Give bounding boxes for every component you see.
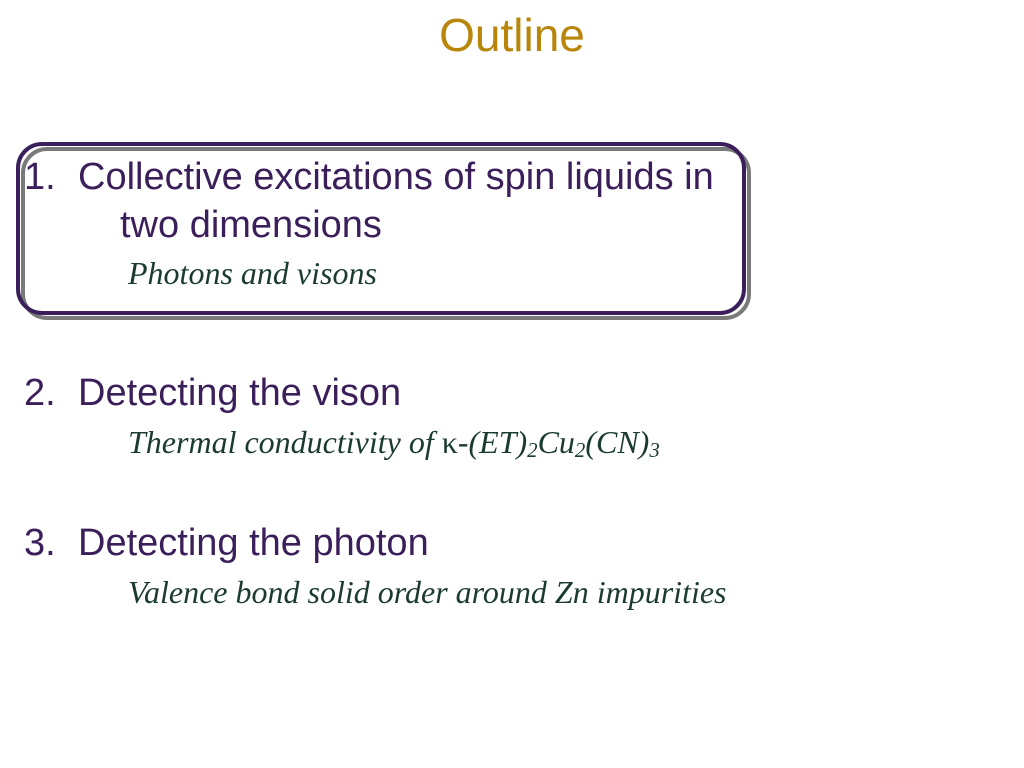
item-1-line1: Collective excitations of spin liquids i… bbox=[78, 156, 714, 198]
item-1-sub: Photons and visons bbox=[24, 255, 714, 292]
item-2-sub: Thermal conductivity of κ-(ET)2Cu2(CN)3 bbox=[24, 424, 660, 463]
outline-item-3: 3.Detecting the photon Valence bond soli… bbox=[24, 520, 727, 611]
slide: Outline 1.Collective excitations of spin… bbox=[0, 0, 1024, 768]
outline-item-2: 2.Detecting the vison Thermal conductivi… bbox=[24, 370, 660, 463]
item-3-sub: Valence bond solid order around Zn impur… bbox=[24, 574, 727, 611]
item-2-heading: 2.Detecting the vison bbox=[24, 370, 660, 418]
item-2-number: 2. bbox=[24, 370, 78, 418]
item-3-heading: 3.Detecting the photon bbox=[24, 520, 727, 568]
item-1-heading: 1.Collective excitations of spin liquids… bbox=[24, 154, 714, 249]
item-1-number: 1. bbox=[24, 154, 78, 202]
slide-title: Outline bbox=[0, 8, 1024, 62]
item-3-line1: Detecting the photon bbox=[78, 522, 429, 564]
formula-et: (ET) bbox=[469, 424, 528, 460]
item-2-line1: Detecting the vison bbox=[78, 372, 401, 414]
formula-s1: 2 bbox=[527, 439, 537, 462]
item-2-sub-prefix: Thermal conductivity of bbox=[128, 424, 442, 460]
outline-item-1: 1.Collective excitations of spin liquids… bbox=[24, 154, 714, 292]
formula-cn: (CN) bbox=[585, 424, 649, 460]
kappa: κ bbox=[442, 424, 458, 460]
item-1-line2: two dimensions bbox=[120, 204, 382, 246]
formula-dash: - bbox=[458, 424, 469, 460]
formula-s3: 3 bbox=[649, 439, 659, 462]
formula-s2: 2 bbox=[575, 439, 585, 462]
formula: κ-(ET)2Cu2(CN)3 bbox=[442, 424, 660, 460]
formula-cu: Cu bbox=[538, 424, 575, 460]
item-3-number: 3. bbox=[24, 520, 78, 568]
